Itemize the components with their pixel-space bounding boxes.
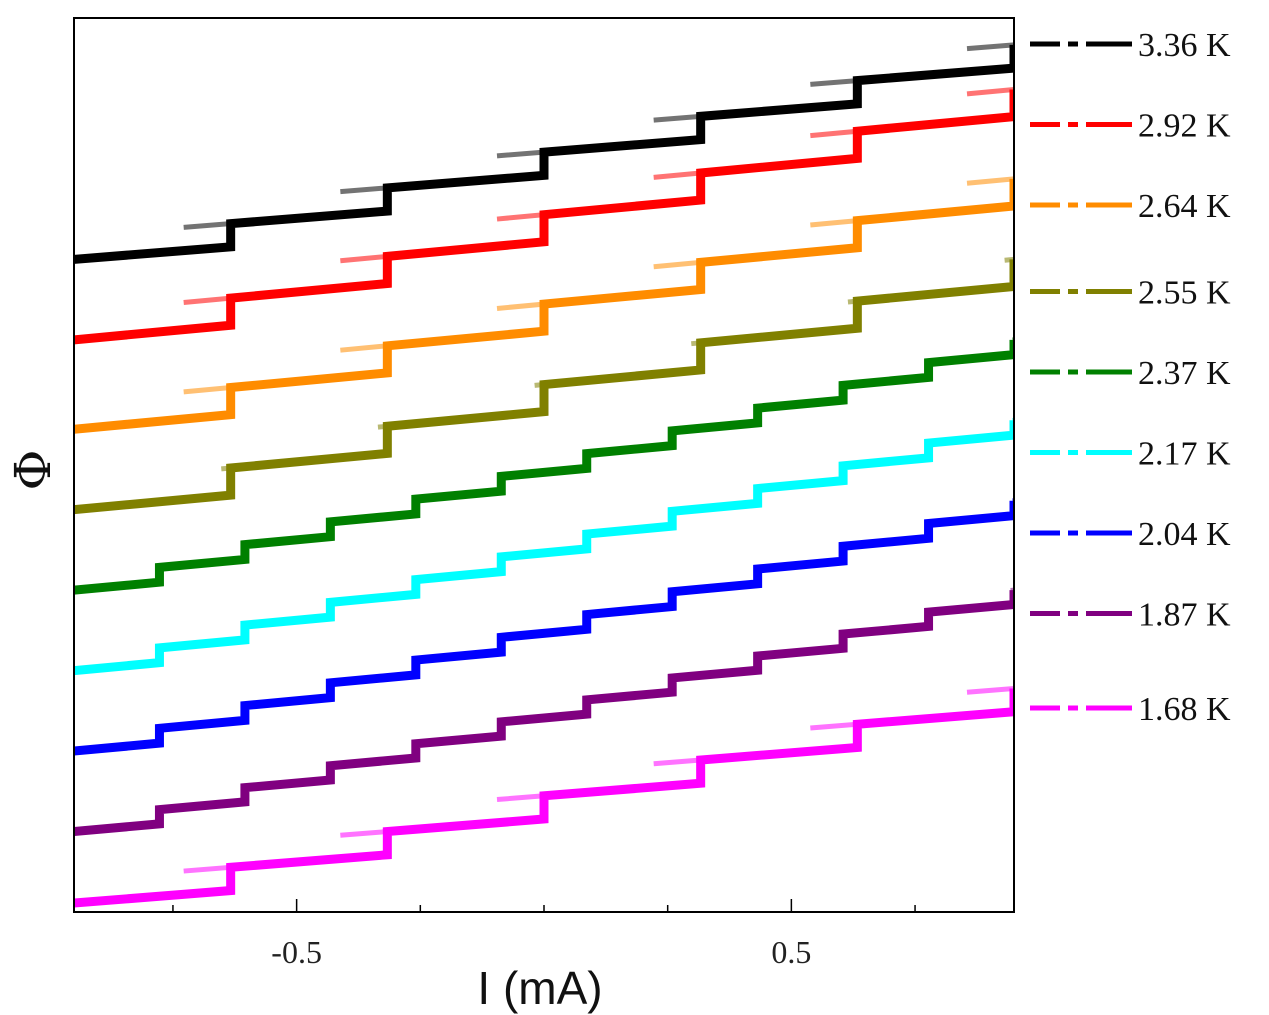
series-sweep-down: [157, 417, 1014, 651]
series-292: [74, 87, 1014, 345]
series-sweep-down: [183, 176, 1014, 395]
legend-label: 2.17 K: [1138, 436, 1231, 473]
series-sweep-down: [221, 256, 1014, 472]
series-sweep-down: [157, 498, 1014, 731]
series-264: [74, 176, 1014, 434]
x-tick-label: 0.5: [771, 934, 811, 970]
series-sweep-down: [157, 337, 1014, 571]
legend-entry: 2.37 K: [1030, 355, 1231, 392]
legend-entry: 2.64 K: [1030, 188, 1231, 225]
legend-label: 1.68 K: [1138, 691, 1231, 728]
legend-entry: 2.17 K: [1030, 436, 1231, 473]
legend-entry: 1.87 K: [1030, 597, 1231, 634]
x-axis-title: I (mA): [477, 962, 602, 1014]
series-layer: [74, 42, 1014, 908]
legend-label: 2.37 K: [1138, 355, 1231, 392]
legend-label: 1.87 K: [1138, 597, 1231, 634]
legend-entry: 3.36 K: [1030, 27, 1231, 64]
series-255: [74, 256, 1014, 515]
series-187: [74, 587, 1014, 837]
series-sweep-down: [155, 587, 1014, 813]
series-336: [74, 42, 1014, 264]
series-168: [74, 686, 1014, 908]
legend-entry: 2.55 K: [1030, 275, 1231, 312]
x-tick-label: -0.5: [271, 934, 322, 970]
legend-entry: 1.68 K: [1030, 691, 1231, 728]
series-sweep-down: [183, 87, 1014, 305]
legend: 3.36 K 2.92 K 2.64 K 2.55 K 2.37 K 2.17 K 2.04…: [1030, 27, 1231, 728]
legend-label: 2.04 K: [1138, 516, 1231, 553]
y-axis-title: Φ: [4, 450, 62, 491]
legend-entry: 2.04 K: [1030, 516, 1231, 553]
series-204: [74, 498, 1014, 756]
series-sweep-down: [183, 42, 1014, 230]
series-237: [74, 337, 1014, 595]
legend-label: 2.92 K: [1138, 108, 1231, 145]
legend-label: 2.64 K: [1138, 188, 1231, 225]
series-217: [74, 417, 1014, 676]
x-axis-ticks: -0.5 0.5: [172, 899, 916, 970]
series-sweep-down: [183, 686, 1014, 874]
legend-label: 3.36 K: [1138, 27, 1231, 64]
legend-entry: 2.92 K: [1030, 108, 1231, 145]
legend-label: 2.55 K: [1138, 275, 1231, 312]
